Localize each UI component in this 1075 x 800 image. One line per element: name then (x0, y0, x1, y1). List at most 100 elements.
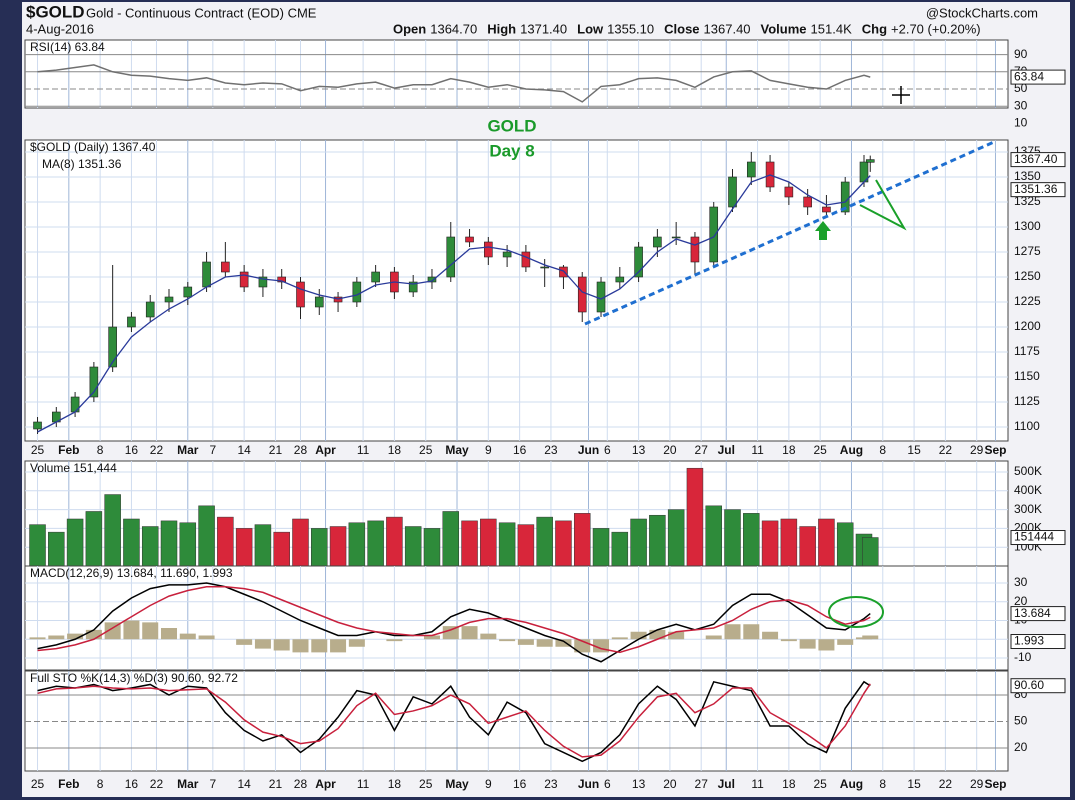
x-tick-label: 16 (125, 443, 139, 457)
histogram-bar (123, 620, 140, 640)
x-tick-label: 14 (237, 777, 251, 791)
x-tick-label: 25 (31, 443, 45, 457)
candle-body (221, 261, 230, 273)
histogram-bar (536, 639, 553, 647)
last-value-tag-box (1010, 634, 1066, 650)
annotation: Day 8 (489, 141, 534, 160)
candle-body (484, 241, 493, 258)
candle-body (427, 276, 437, 283)
x-tick-label: 22 (939, 443, 953, 457)
histogram-bar (799, 639, 816, 649)
y-tick-label: 1100 (1014, 419, 1040, 433)
y-tick-label: 1225 (1014, 294, 1041, 308)
x-tick-label: Jun (578, 777, 599, 791)
candle-body (784, 186, 794, 198)
y-tick-label: 1125 (1014, 394, 1040, 408)
histogram-bar (273, 639, 290, 651)
volume-bar (799, 526, 816, 567)
last-value-tag: 151444 (1014, 530, 1054, 544)
y-tick-label: 30 (1014, 575, 1028, 589)
y-tick-label: 1175 (1014, 344, 1040, 358)
x-tick-label: Apr (315, 777, 336, 791)
arrow (815, 221, 831, 240)
candle-body (352, 281, 362, 303)
y-tick-label: 1275 (1014, 244, 1041, 258)
plots: 9070503010RSI(14) 63.8463.84110011251150… (24, 39, 1066, 791)
candle-body (671, 236, 681, 239)
x-tick-label: 25 (31, 777, 45, 791)
histogram-bar (668, 631, 685, 640)
histogram-bar (818, 639, 835, 651)
histogram-bar (862, 635, 879, 640)
last-value-tag-box (1010, 606, 1066, 622)
volume-bar (292, 518, 309, 567)
x-tick-label: 7 (209, 777, 216, 791)
x-tick-label: 7 (209, 443, 216, 457)
candle-body (183, 286, 193, 298)
x-tick-label: 22 (150, 777, 164, 791)
x-tick-label: 23 (544, 777, 558, 791)
volume-bar (536, 516, 553, 567)
x-tick-label: 11 (357, 443, 370, 457)
volume-bar (329, 526, 347, 567)
volume-bar (367, 520, 384, 567)
volume-bar (235, 528, 253, 567)
volume-bar (592, 528, 610, 567)
volume-bar (780, 518, 798, 567)
x-tick-label: 22 (939, 777, 953, 791)
ma-line (37, 174, 871, 433)
candle-body (89, 366, 99, 398)
series-line (37, 582, 871, 663)
x-tick-label: Sep (984, 443, 1006, 457)
y-tick-label: 300K (1014, 502, 1042, 516)
x-tick-label: 20 (663, 777, 677, 791)
volume-bar (442, 511, 460, 567)
quote-value: +2.70 (+0.20%) (891, 21, 981, 36)
instrument-name: Gold - Continuous Contract (EOD) CME (86, 5, 317, 20)
x-tick-label: 16 (513, 777, 527, 791)
x-tick-label: 27 (695, 777, 709, 791)
x-tick-label: 16 (513, 443, 527, 457)
volume-bar (667, 509, 685, 567)
histogram-bar (837, 639, 854, 645)
last-value-tag: 63.84 (1014, 69, 1044, 83)
crosshair (892, 86, 910, 104)
histogram-bar (762, 631, 779, 640)
candle-body (690, 236, 700, 263)
candle-body (865, 159, 875, 163)
y-tick-label: 400K (1014, 483, 1042, 497)
volume-bar (818, 518, 835, 567)
x-tick-label: 18 (782, 777, 796, 791)
histogram-bar (442, 626, 459, 640)
trend-line (584, 140, 995, 326)
histogram-bar (611, 637, 628, 640)
panel (24, 39, 1009, 109)
x-tick-label: Jul (718, 777, 735, 791)
y-tick-label: 1250 (1014, 269, 1041, 283)
y-tick-label: 1300 (1014, 219, 1041, 233)
candle-body (465, 236, 474, 243)
candle-body (653, 236, 662, 248)
x-tick-label: 23 (544, 443, 558, 457)
volume-bar (404, 526, 422, 567)
x-tick-label: 25 (813, 443, 827, 457)
quote-label: Low (577, 21, 604, 36)
date: 4-Aug-2016 (26, 21, 94, 36)
histogram-bar (386, 639, 403, 642)
panel-label: Full STO %K(14,3) %D(3) 90.60, 92.72 (30, 671, 238, 685)
x-tick-label: Aug (840, 443, 863, 457)
candle-body (202, 261, 211, 288)
x-tick-label: 28 (294, 443, 308, 457)
quote-label: High (487, 21, 516, 36)
drawings (584, 86, 995, 628)
volume-bar (705, 505, 722, 567)
volume-bar (573, 513, 591, 567)
x-tick-label: 29 (970, 443, 984, 457)
volume-bar (498, 522, 516, 567)
x-tick-label: 9 (485, 443, 492, 457)
candle-body (239, 271, 249, 288)
x-tick-label: 18 (388, 777, 402, 791)
ma-value-tag-box (1010, 182, 1066, 198)
quote-label: Volume (761, 21, 807, 36)
candle-body (709, 206, 719, 263)
